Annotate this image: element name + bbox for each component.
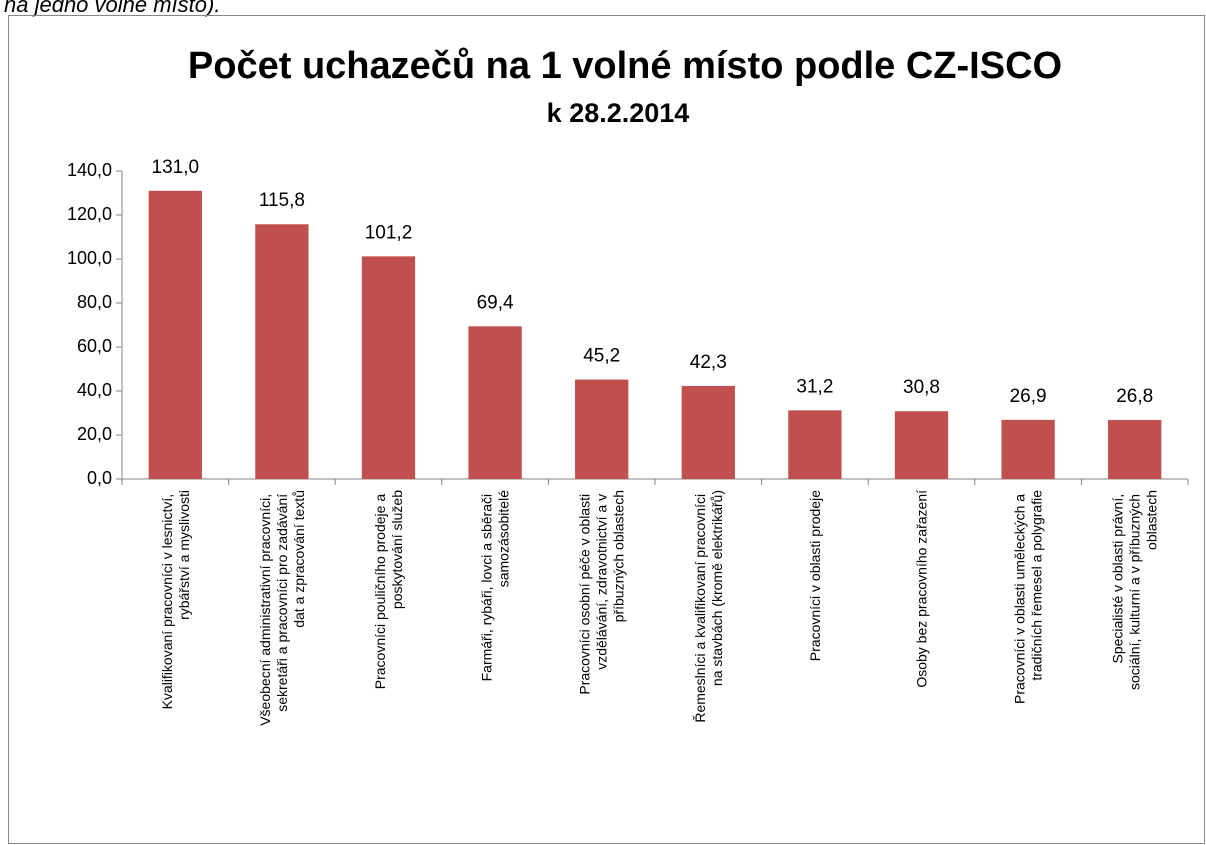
bar: [255, 224, 309, 479]
value-label: 42,3: [690, 352, 727, 373]
x-tick-label: Osoby bez pracovního zařazení: [914, 490, 930, 688]
bar: [468, 326, 522, 479]
y-tick-label: 0,0: [87, 468, 112, 488]
bar: [361, 256, 416, 479]
value-label: 101,2: [365, 222, 413, 243]
bar: [894, 411, 949, 479]
y-tick-label: 120,0: [67, 204, 112, 224]
chart-border: [8, 15, 1205, 844]
value-label: 26,9: [1010, 386, 1047, 407]
bar: [681, 385, 735, 479]
x-tick-label: Pracovníci pouličního prodeje a poskytov…: [372, 490, 405, 689]
value-label: 26,8: [1116, 386, 1153, 407]
y-tick-label: 80,0: [77, 292, 112, 312]
x-tick-label: Kvalifikovaní pracovníci v lesnictví, ry…: [159, 490, 192, 709]
y-tick-label: 40,0: [77, 380, 112, 400]
y-tick-label: 140,0: [67, 160, 112, 180]
chart-subtitle: k 28.2.2014: [547, 98, 690, 128]
y-tick-label: 60,0: [77, 336, 112, 356]
bar: [788, 410, 842, 479]
value-label: 69,4: [477, 292, 514, 313]
y-tick-label: 100,0: [67, 248, 112, 268]
bar: [575, 379, 629, 479]
bar: [148, 190, 202, 480]
value-label: 131,0: [152, 157, 200, 178]
value-label: 45,2: [583, 346, 620, 367]
caption: na jedno volné místo).: [4, 0, 220, 17]
x-tick-label: Pracovníci v oblasti uměleckých a tradič…: [1012, 490, 1045, 704]
x-tick-label: Všeobecní administrativní pracovníci, se…: [257, 490, 307, 726]
x-tick-label: Řemeslníci a kvalifikovaní pracovníci na…: [692, 490, 725, 723]
chart-title: Počet uchazečů na 1 volné místo podle CZ…: [188, 45, 1062, 87]
bar: [1108, 420, 1162, 479]
value-label: 115,8: [259, 190, 305, 211]
x-tick-label: Specialisté v oblasti právní, sociální, …: [1110, 490, 1160, 690]
x-tick-label: Pracovníci v oblasti prodeje: [807, 490, 823, 661]
value-label: 30,8: [903, 377, 940, 398]
x-tick-label: Pracovníci osobní péče v oblasti vzděláv…: [577, 490, 627, 695]
x-tick-label: Farmáři, rybáři, lovci a sběrači samozás…: [479, 490, 512, 682]
y-tick-label: 20,0: [77, 424, 112, 444]
bar: [1001, 419, 1055, 479]
value-label: 31,2: [796, 376, 833, 397]
